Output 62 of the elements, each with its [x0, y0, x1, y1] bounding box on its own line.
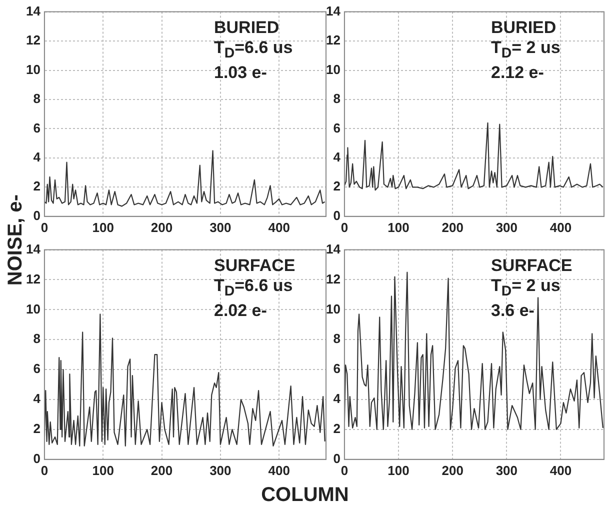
y-tick-label: 12	[26, 32, 40, 48]
y-tick-label: 2	[33, 421, 40, 436]
y-tick-label: 0	[33, 208, 40, 223]
y-tick-label: 6	[33, 361, 40, 376]
y-tick-label: 14	[26, 241, 42, 256]
y-tick-label: 10	[26, 301, 40, 316]
x-tick-label: 100	[388, 462, 410, 478]
y-tick-label: 0	[333, 208, 340, 223]
x-tick-label: 400	[550, 462, 572, 478]
y-tick-label: 2	[333, 421, 340, 436]
y-tick-label: 8	[33, 331, 40, 346]
x-tick-label: 100	[388, 220, 410, 235]
x-tick-label: 300	[210, 220, 232, 235]
annotation: 2.12 e-	[491, 63, 545, 84]
y-tick-label: 10	[326, 62, 340, 77]
annotation: 1.03 e-	[214, 63, 268, 84]
x-tick-label: 400	[268, 462, 290, 478]
x-tick-label: 400	[268, 220, 290, 235]
annotation: BURIED	[491, 18, 558, 38]
annotation: SURFACE	[214, 256, 296, 276]
y-tick-label: 2	[33, 178, 40, 194]
x-tick-label: 300	[210, 462, 232, 478]
y-tick-label: 8	[333, 331, 340, 346]
y-tick-label: 8	[333, 91, 340, 106]
y-tick-label: 4	[333, 391, 342, 406]
y-tick-label: 10	[326, 301, 340, 316]
x-tick-label: 200	[150, 462, 173, 478]
annotation: T$_{D}$=6.6 us	[214, 276, 294, 302]
x-tick-label: 200	[442, 220, 464, 235]
y-tick-label: 2	[333, 178, 340, 194]
x-tick-label: 400	[550, 220, 572, 235]
x-tick-label: 100	[92, 462, 114, 478]
annotation: SURFACE	[491, 256, 572, 276]
y-tick-label: 6	[333, 361, 340, 376]
y-tick-label: 14	[326, 241, 342, 256]
annotation: T$_{D}$=6.6 us	[214, 38, 293, 64]
y-tick-label: 0	[333, 450, 340, 466]
x-tick-label: 300	[496, 220, 518, 235]
y-tick-label: 12	[326, 271, 340, 286]
x-tick-label: 100	[92, 220, 114, 235]
x-tick-label: 200	[150, 220, 173, 235]
y-tick-label: 10	[26, 62, 40, 77]
x-axis-title: COLUMN	[260, 484, 350, 507]
annotation: T$_{D}$= 2 us	[491, 276, 562, 302]
annotation: 2.02 e-	[214, 301, 268, 322]
annotation: BURIED	[214, 18, 280, 38]
annotation: 3.6 e-	[491, 301, 536, 322]
y-tick-label: 4	[33, 150, 42, 165]
y-tick-label: 12	[326, 32, 340, 48]
y-tick-label: 8	[33, 91, 40, 106]
y-tick-label: 4	[333, 150, 342, 165]
y-tick-label: 0	[33, 450, 40, 466]
y-tick-label: 4	[33, 391, 42, 406]
x-tick-label: 200	[442, 462, 464, 478]
y-tick-label: 6	[33, 120, 40, 136]
annotation: T$_{D}$= 2 us	[491, 38, 560, 64]
y-axis-title: NOISE, e-	[4, 194, 26, 286]
y-tick-label: 14	[26, 3, 42, 18]
y-tick-label: 6	[333, 120, 340, 136]
y-tick-label: 14	[326, 3, 342, 18]
x-tick-label: 300	[496, 462, 518, 478]
y-tick-label: 12	[26, 271, 40, 286]
